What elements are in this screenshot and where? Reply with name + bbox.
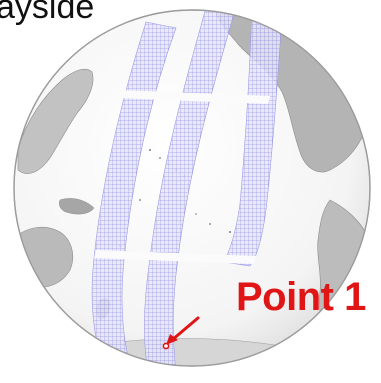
caption-text: ayside	[0, 0, 95, 26]
globe-outline	[13, 9, 371, 367]
marker-point	[162, 342, 170, 350]
landmass-asia	[17, 68, 94, 174]
arrow-pointer-icon	[166, 316, 200, 345]
swath-gaps	[94, 90, 270, 264]
landmass-antarctica	[59, 338, 341, 366]
marker-label: Point 1	[236, 275, 366, 319]
swath-east	[223, 10, 283, 267]
swath-middle	[144, 10, 235, 366]
landmass-new-guinea	[59, 198, 95, 215]
